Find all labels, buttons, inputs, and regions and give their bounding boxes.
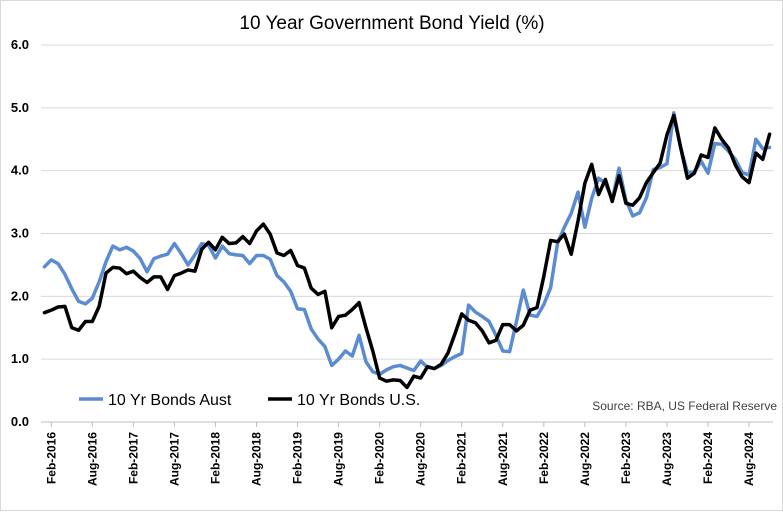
- y-tick-label: 6.0: [11, 37, 29, 52]
- x-tick-label: Feb-2016: [44, 432, 58, 484]
- series-line-us: [42, 113, 772, 390]
- series-line-aust: [42, 111, 772, 376]
- x-tick-label: Aug-2023: [660, 432, 674, 486]
- y-tick-label: 4.0: [11, 163, 29, 178]
- x-tick-label: Aug-2018: [249, 432, 263, 486]
- x-tick-label: Feb-2019: [291, 432, 305, 484]
- source-note: Source: RBA, US Federal Reserve: [592, 399, 777, 413]
- series-lines: [42, 111, 772, 390]
- x-tick-label: Aug-2022: [578, 432, 592, 486]
- legend: 10 Yr Bonds Aust 10 Yr Bonds U.S.: [79, 392, 420, 409]
- x-tick-label: Feb-2021: [455, 432, 469, 484]
- legend-label: 10 Yr Bonds U.S.: [297, 392, 420, 409]
- x-tick-label: Feb-2023: [619, 432, 633, 484]
- x-tick-label: Aug-2020: [414, 432, 428, 486]
- x-tick-label: Feb-2018: [208, 432, 222, 484]
- legend-label: 10 Yr Bonds Aust: [108, 392, 232, 409]
- y-tick-label: 1.0: [11, 351, 29, 366]
- x-tick-label: Feb-2022: [537, 432, 551, 484]
- x-tick-label: Aug-2017: [167, 432, 181, 486]
- x-tick-label: Feb-2020: [373, 432, 387, 484]
- y-tick-label: 2.0: [11, 288, 29, 303]
- x-tick-label: Feb-2024: [701, 432, 715, 484]
- legend-item-us: 10 Yr Bonds U.S.: [268, 392, 420, 409]
- y-tick-label: 3.0: [11, 226, 29, 241]
- y-tick-label: 0.0: [11, 414, 29, 429]
- x-tick-label: Aug-2024: [742, 432, 756, 486]
- x-tick-label: Aug-2019: [332, 432, 346, 486]
- gridlines: [41, 44, 773, 360]
- axes: 0.0 1.0 2.0 3.0 4.0 5.0 6.0 Feb-2016 Aug-2016 Feb…: [11, 37, 773, 486]
- x-tick-label: Aug-2016: [85, 432, 99, 486]
- legend-item-aust: 10 Yr Bonds Aust: [79, 392, 232, 409]
- y-tick-label: 5.0: [11, 100, 29, 115]
- chart-title: 10 Year Government Bond Yield (%): [239, 13, 544, 34]
- x-tick-label: Aug-2021: [496, 432, 510, 486]
- x-tick-label: Feb-2017: [126, 432, 140, 484]
